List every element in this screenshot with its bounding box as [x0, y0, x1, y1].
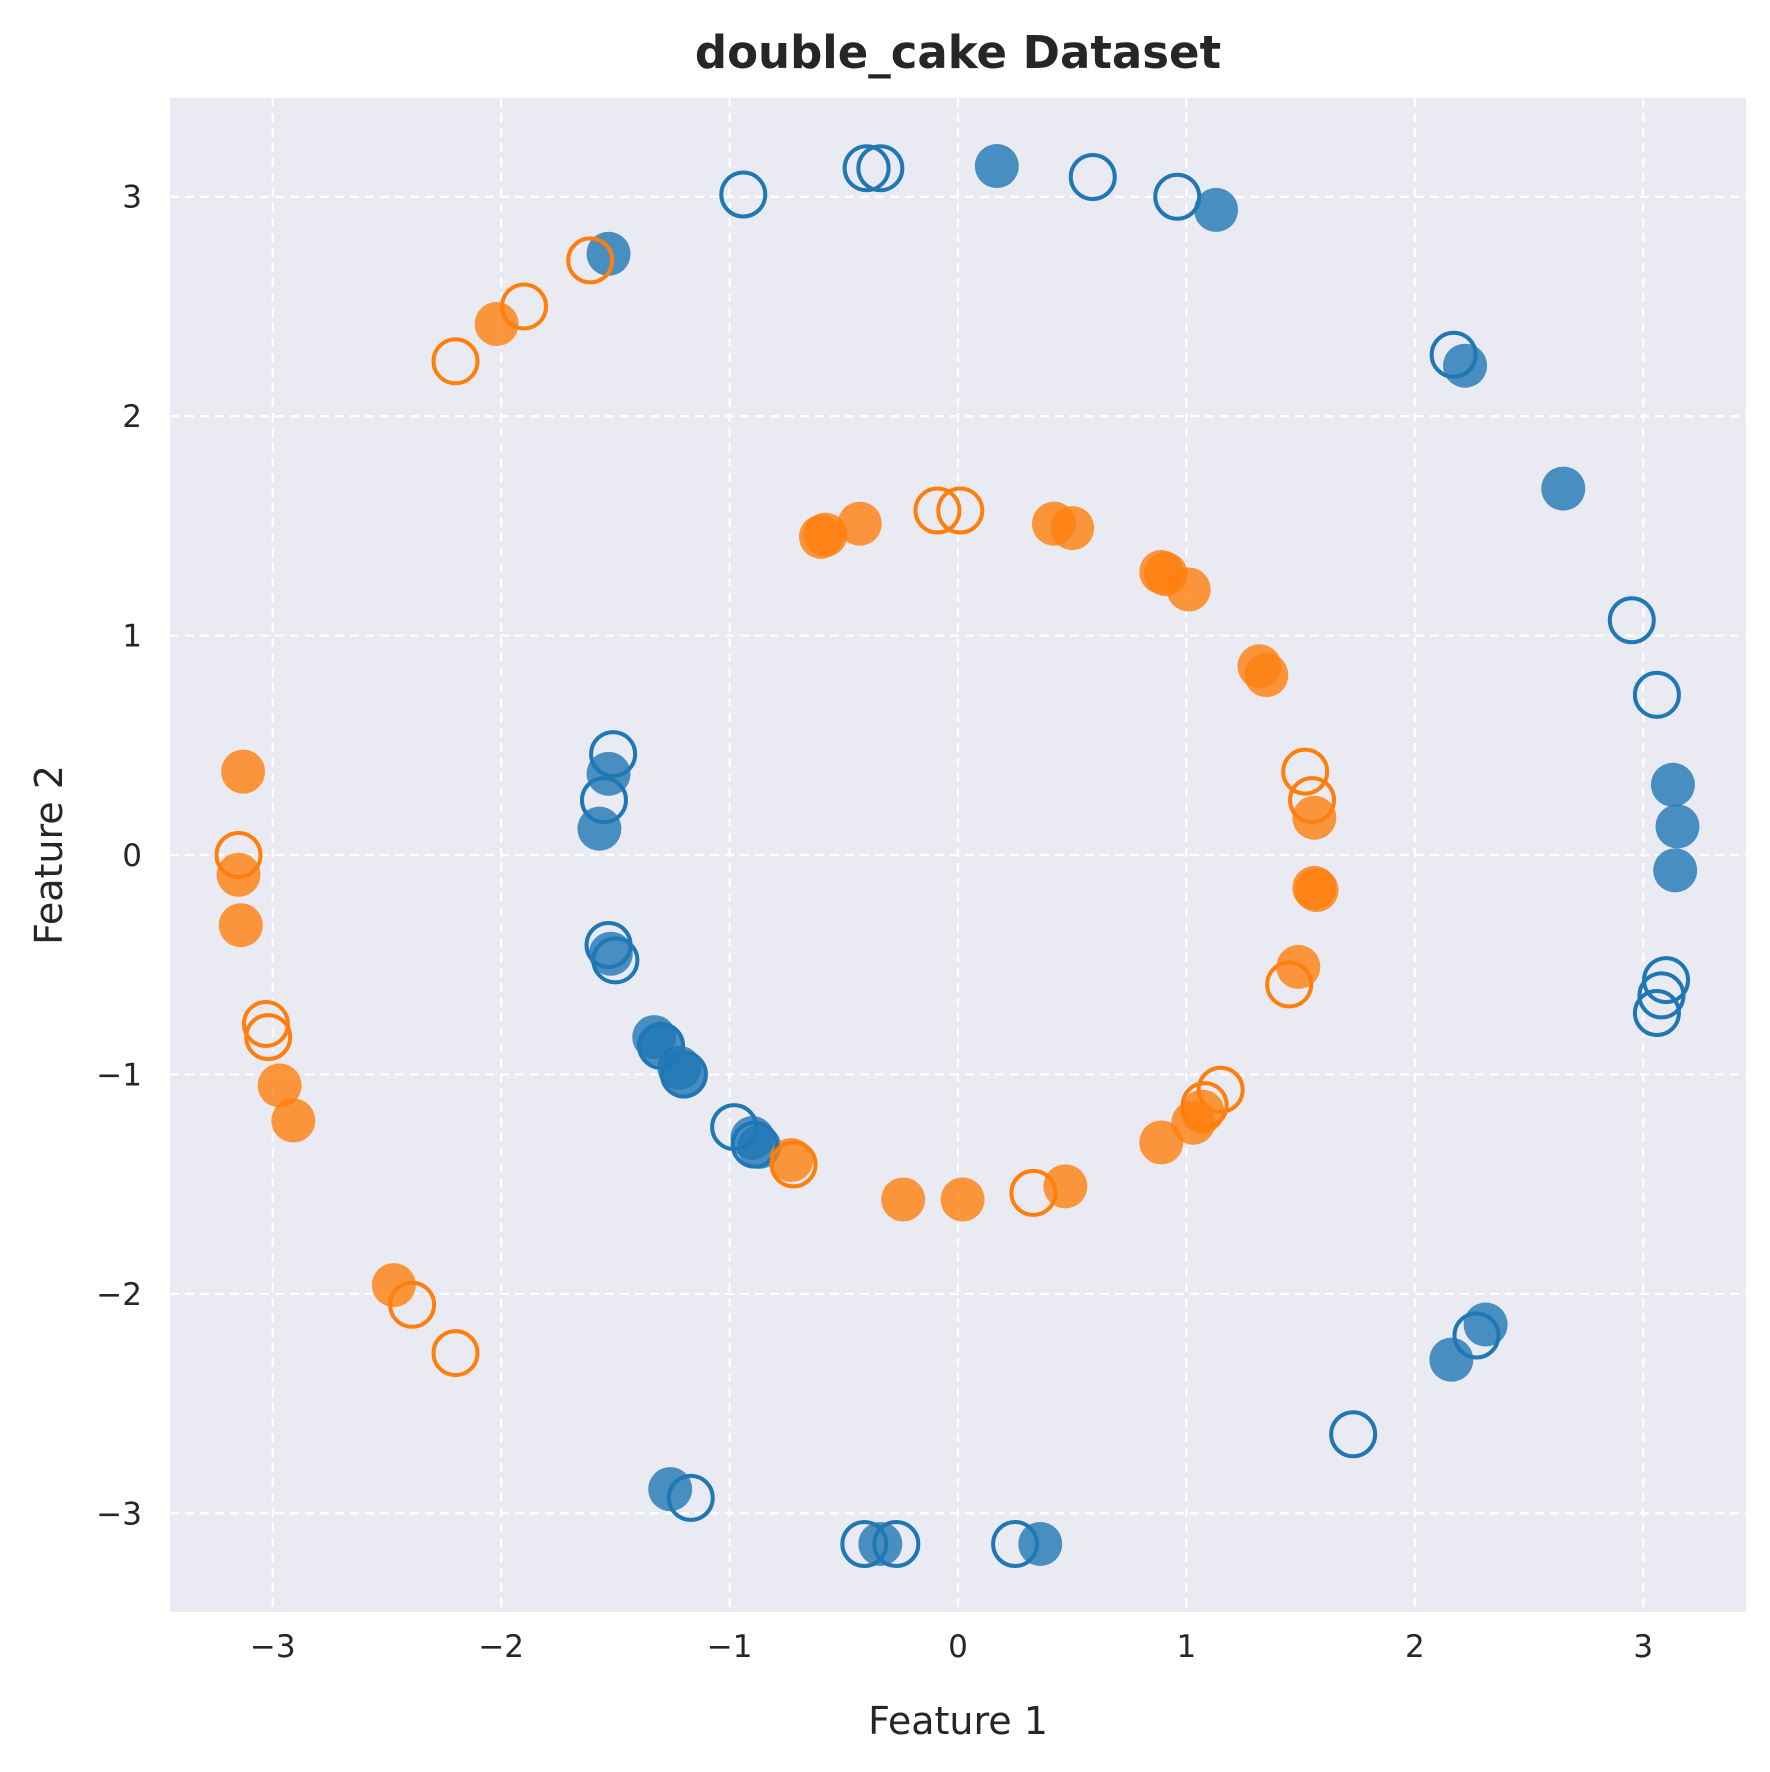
y-tick-label: 2 — [122, 399, 142, 435]
blue-hollow-point — [589, 730, 638, 779]
orange-hollow-point — [214, 831, 263, 879]
chart-title: double_cake Dataset — [695, 26, 1221, 79]
blue-hollow-point — [1607, 596, 1656, 645]
blue-filled-point — [1018, 1521, 1063, 1566]
blue-hollow-point — [1329, 1410, 1378, 1459]
y-tick-label: 3 — [122, 180, 142, 216]
orange-filled-point — [474, 302, 519, 347]
y-tick-label: 1 — [122, 619, 142, 655]
blue-hollow-point — [730, 1120, 779, 1169]
orange-hollow-point — [1288, 776, 1337, 825]
blue-hollow-point — [1153, 172, 1202, 221]
orange-filled-point — [1166, 567, 1211, 612]
blue-hollow-point — [1632, 988, 1681, 1037]
blue-filled-point — [974, 144, 1019, 189]
orange-hollow-point — [1196, 1065, 1245, 1114]
blue-hollow-point — [1452, 1311, 1501, 1360]
orange-filled-point — [837, 501, 882, 546]
x-tick-label: −3 — [250, 1629, 296, 1665]
x-tick-label: 1 — [1177, 1629, 1197, 1665]
orange-hollow-point — [769, 1140, 818, 1189]
data-points — [214, 144, 1700, 1568]
orange-hollow-point — [500, 282, 549, 331]
blue-filled-point — [1429, 1337, 1474, 1382]
orange-filled-point — [271, 1098, 316, 1143]
blue-filled-point — [1443, 343, 1488, 388]
blue-hollow-point — [840, 1519, 889, 1568]
y-tick-label: −1 — [96, 1057, 142, 1093]
blue-hollow-point — [1429, 330, 1478, 379]
blue-filled-point — [1653, 848, 1698, 893]
y-axis-label: Feature 2 — [27, 765, 71, 945]
blue-hollow-point — [659, 1050, 708, 1099]
x-tick-label: 0 — [948, 1629, 968, 1665]
blue-filled-point — [1655, 804, 1700, 849]
y-tick-label: 0 — [122, 838, 142, 874]
orange-filled-point — [257, 1063, 302, 1108]
blue-filled-point — [1194, 187, 1239, 232]
orange-hollow-point — [566, 236, 615, 285]
y-tick-label: −3 — [96, 1496, 142, 1532]
blue-filled-point — [1541, 466, 1586, 511]
orange-filled-point — [881, 1177, 926, 1222]
orange-filled-point — [371, 1263, 416, 1308]
grid-lines — [170, 98, 1746, 1612]
blue-hollow-point — [1637, 971, 1686, 1020]
blue-hollow-point — [1632, 670, 1681, 719]
blue-filled-point — [1650, 762, 1695, 807]
y-tick-labels: −3 −2 −1 0 1 2 3 — [96, 180, 142, 1533]
orange-hollow-point — [936, 486, 985, 535]
orange-hollow-point — [431, 1329, 480, 1378]
orange-filled-point — [940, 1177, 985, 1222]
blue-hollow-point — [666, 1473, 715, 1522]
blue-hollow-point — [872, 1519, 921, 1568]
orange-hollow-point — [1281, 747, 1330, 796]
orange-hollow-point — [244, 1013, 293, 1062]
blue-filled-point — [1463, 1302, 1508, 1347]
orange-filled-point — [1244, 653, 1289, 698]
orange-filled-point — [221, 749, 266, 794]
blue-hollow-point — [579, 776, 628, 825]
orange-filled-point — [1276, 944, 1321, 989]
orange-filled-point — [1139, 1120, 1184, 1165]
orange-hollow-point — [388, 1280, 437, 1329]
x-tick-labels: −3 −2 −1 0 1 2 3 — [250, 1629, 1653, 1665]
x-tick-label: 3 — [1633, 1629, 1653, 1665]
x-tick-label: −2 — [478, 1629, 524, 1665]
x-tick-label: 2 — [1405, 1629, 1425, 1665]
orange-hollow-point — [913, 486, 962, 535]
orange-filled-point — [216, 852, 261, 897]
blue-hollow-point — [1068, 152, 1117, 201]
blue-hollow-point — [856, 144, 905, 193]
orange-hollow-point — [431, 337, 480, 386]
orange-filled-point — [1294, 868, 1339, 913]
orange-hollow-point — [1265, 960, 1314, 1009]
orange-filled-point — [1043, 1164, 1088, 1209]
orange-filled-point — [803, 512, 848, 557]
blue-hollow-point — [719, 170, 768, 219]
blue-hollow-point — [842, 144, 891, 193]
orange-filled-point — [1292, 795, 1337, 840]
orange-hollow-point — [1180, 1081, 1229, 1130]
y-tick-label: −2 — [96, 1277, 142, 1313]
blue-filled-point — [586, 231, 631, 276]
orange-filled-point — [218, 903, 263, 948]
orange-filled-point — [1050, 506, 1095, 551]
blue-filled-point — [858, 1521, 903, 1566]
blue-hollow-point — [591, 936, 640, 985]
orange-hollow-point — [1009, 1168, 1058, 1217]
blue-hollow-point — [991, 1519, 1040, 1568]
x-tick-label: −1 — [707, 1629, 753, 1665]
x-axis-label: Feature 1 — [868, 1699, 1048, 1743]
